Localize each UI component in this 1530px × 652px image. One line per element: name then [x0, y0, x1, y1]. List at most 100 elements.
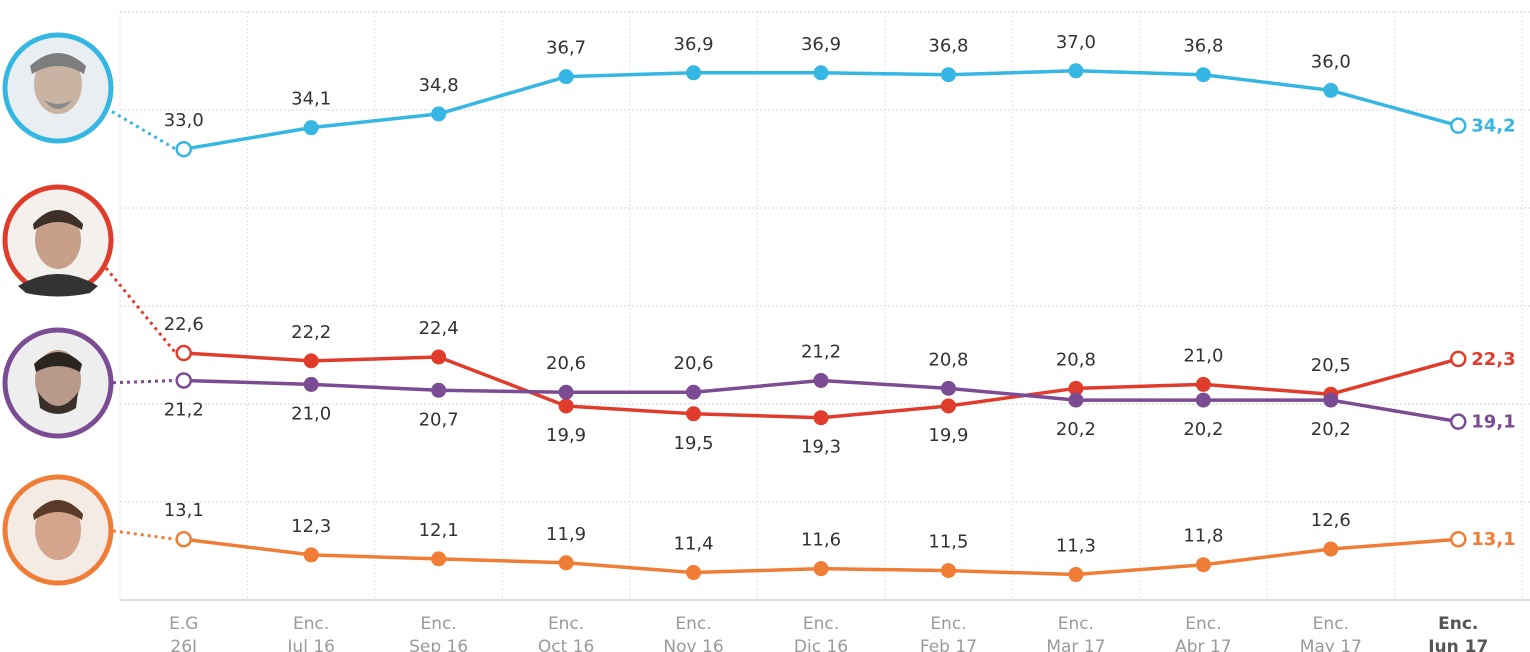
- data-point: [431, 383, 446, 398]
- x-tick-label: Enc.: [1058, 614, 1094, 634]
- x-tick-label: Dic 16: [794, 637, 848, 652]
- x-tick-label: Sep 16: [409, 637, 468, 652]
- data-point: [1068, 393, 1083, 408]
- data-point: [1068, 63, 1083, 78]
- value-label: 21,0: [1183, 345, 1223, 366]
- portrait-connector: [106, 530, 176, 539]
- value-label: 13,1: [164, 500, 204, 521]
- x-tick-label: Enc.: [293, 614, 329, 634]
- x-tick-label: Enc.: [930, 614, 966, 634]
- x-tick-label: Enc.: [1185, 614, 1221, 634]
- data-point: [1196, 557, 1211, 572]
- portrait: [5, 187, 111, 297]
- x-tick-label: Abr 17: [1175, 637, 1231, 652]
- value-label: 20,2: [1183, 419, 1223, 440]
- data-point: [941, 398, 956, 413]
- x-tick-label: May 17: [1300, 637, 1362, 652]
- portrait: [5, 330, 111, 436]
- data-point: [686, 565, 701, 580]
- value-label: 36,8: [1183, 36, 1223, 57]
- data-point: [304, 547, 319, 562]
- x-tick-label: Oct 16: [538, 637, 594, 652]
- value-label: 34,8: [419, 75, 459, 96]
- data-point: [686, 65, 701, 80]
- data-point: [177, 346, 191, 360]
- data-point: [304, 120, 319, 135]
- data-point: [1451, 352, 1465, 366]
- value-label: 19,1: [1471, 412, 1515, 433]
- x-tick-label: Enc.: [803, 614, 839, 634]
- candidate-portraits: [5, 35, 111, 583]
- data-point: [1196, 377, 1211, 392]
- value-label: 20,7: [419, 409, 459, 430]
- data-point: [304, 353, 319, 368]
- value-label: 20,6: [674, 353, 714, 374]
- data-point: [941, 563, 956, 578]
- portrait: [5, 477, 111, 583]
- x-tick-label: Enc.: [1438, 614, 1478, 634]
- data-point: [559, 385, 574, 400]
- x-tick-label: Jul 16: [286, 637, 335, 652]
- value-label: 34,2: [1471, 116, 1515, 137]
- portrait-connector: [106, 380, 176, 383]
- value-label: 13,1: [1471, 529, 1515, 550]
- value-label: 21,0: [291, 403, 331, 424]
- data-point: [941, 381, 956, 396]
- data-point: [1196, 393, 1211, 408]
- value-label: 11,4: [674, 534, 714, 555]
- value-label: 19,3: [801, 437, 841, 458]
- data-point: [814, 561, 829, 576]
- data-point: [1451, 119, 1465, 133]
- data-point: [304, 377, 319, 392]
- x-tick-label: Enc.: [420, 614, 456, 634]
- x-tick-label: Feb 17: [920, 637, 977, 652]
- data-point: [1068, 567, 1083, 582]
- value-label: 33,0: [164, 110, 204, 131]
- data-point: [814, 65, 829, 80]
- x-tick-label: Enc.: [548, 614, 584, 634]
- page: {"chart_data": {"type": "line", "categor…: [0, 0, 1530, 652]
- data-point: [686, 385, 701, 400]
- data-point: [1323, 83, 1338, 98]
- x-tick-label: Nov 16: [663, 637, 723, 652]
- data-point: [941, 67, 956, 82]
- value-label: 12,6: [1311, 510, 1351, 531]
- data-point: [686, 406, 701, 421]
- x-tick-label: Enc.: [675, 614, 711, 634]
- data-point: [431, 106, 446, 121]
- value-label: 21,2: [801, 341, 841, 362]
- data-point: [431, 349, 446, 364]
- data-point: [559, 555, 574, 570]
- data-point: [814, 410, 829, 425]
- value-label: 36,9: [801, 34, 841, 55]
- value-label: 22,3: [1471, 349, 1515, 370]
- value-label: 36,8: [928, 36, 968, 57]
- value-label: 11,8: [1183, 526, 1223, 547]
- value-label: 22,6: [164, 314, 204, 335]
- x-tick-label: 26J: [170, 637, 197, 652]
- value-label: 19,9: [546, 425, 586, 446]
- data-point: [177, 142, 191, 156]
- data-point: [1451, 415, 1465, 429]
- data-point: [177, 373, 191, 387]
- value-label: 22,4: [419, 318, 459, 339]
- value-label: 11,3: [1056, 536, 1096, 557]
- value-label: 19,5: [674, 433, 714, 454]
- data-point: [814, 373, 829, 388]
- x-tick-label: E.G: [169, 614, 198, 634]
- value-label: 12,1: [419, 520, 459, 541]
- data-point: [1323, 393, 1338, 408]
- value-label: 20,2: [1311, 419, 1351, 440]
- x-tick-label: Mar 17: [1046, 637, 1105, 652]
- value-label: 20,2: [1056, 419, 1096, 440]
- portrait-connector: [106, 268, 176, 353]
- data-point: [559, 69, 574, 84]
- data-point: [1451, 532, 1465, 546]
- value-label: 11,6: [801, 530, 841, 551]
- value-label: 11,5: [928, 532, 968, 553]
- value-label: 12,3: [291, 516, 331, 537]
- value-label: 20,8: [1056, 349, 1096, 370]
- chart: E.G 26J Enc. Jul 16 Enc. Sep 16 Enc. Oct 16 Enc.…: [0, 0, 1530, 652]
- data-point: [177, 532, 191, 546]
- value-label: 11,9: [546, 524, 586, 545]
